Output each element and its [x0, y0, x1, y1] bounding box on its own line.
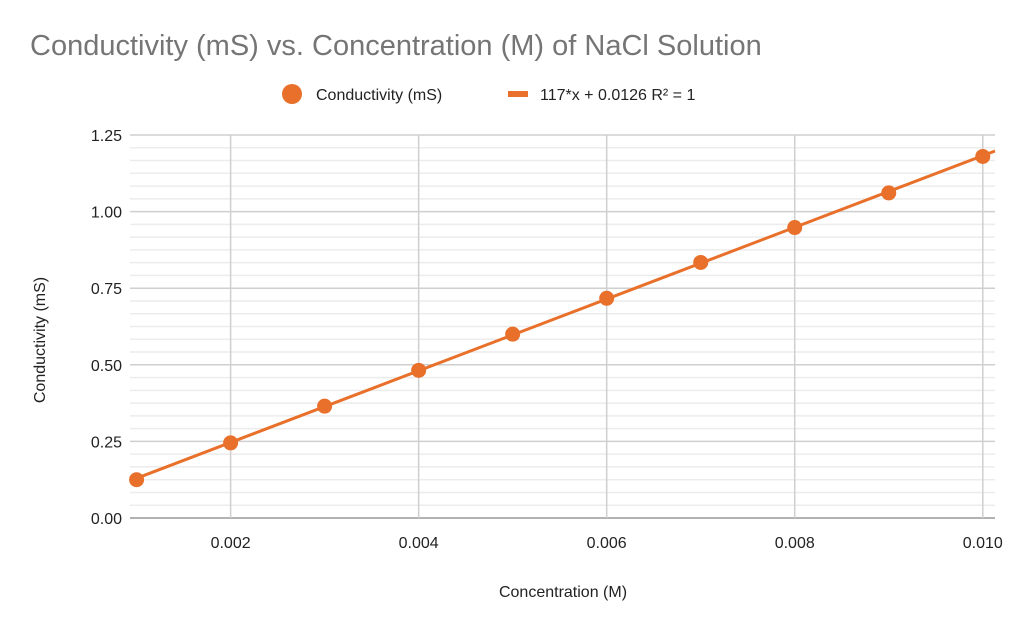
- data-point: [129, 472, 145, 488]
- data-point: [881, 185, 897, 201]
- y-axis-label: Conductivity (mS): [32, 277, 49, 403]
- data-point: [411, 362, 427, 378]
- y-axis-ticks: 0.00 0.25 0.50 0.75 1.00 1.25: [91, 128, 122, 528]
- legend-label-conductivity: Conductivity (mS): [316, 87, 442, 104]
- trendline: [129, 149, 996, 483]
- x-axis-ticks: 0.002 0.004 0.006 0.008 0.010: [211, 535, 1003, 552]
- x-tick-label: 0.004: [399, 535, 439, 552]
- y-tick-label: 1.25: [91, 128, 122, 145]
- y-tick-label: 1.00: [91, 205, 122, 222]
- data-point: [599, 290, 615, 306]
- data-point: [975, 148, 991, 164]
- legend: Conductivity (mS) 117*x + 0.0126 R² = 1: [282, 84, 695, 104]
- legend-marker-trendline: [508, 91, 528, 97]
- y-tick-label: 0.00: [91, 511, 122, 528]
- y-tick-label: 0.25: [91, 434, 122, 451]
- gridlines: [130, 134, 995, 519]
- data-point: [787, 220, 803, 236]
- data-point: [505, 326, 521, 342]
- data-point: [317, 398, 333, 414]
- x-tick-label: 0.008: [775, 535, 815, 552]
- x-axis-label: Concentration (M): [499, 584, 627, 601]
- x-tick-label: 0.006: [587, 535, 627, 552]
- x-tick-label: 0.002: [211, 535, 251, 552]
- y-tick-label: 0.75: [91, 281, 122, 298]
- series: [129, 148, 996, 488]
- data-point: [223, 435, 239, 451]
- legend-marker-conductivity: [282, 84, 302, 104]
- chart-title: Conductivity (mS) vs. Concentration (M) …: [30, 30, 762, 62]
- legend-label-trendline: 117*x + 0.0126 R² = 1: [540, 87, 695, 104]
- y-tick-label: 0.50: [91, 358, 122, 375]
- x-tick-label: 0.010: [963, 535, 1003, 552]
- data-point: [693, 254, 709, 270]
